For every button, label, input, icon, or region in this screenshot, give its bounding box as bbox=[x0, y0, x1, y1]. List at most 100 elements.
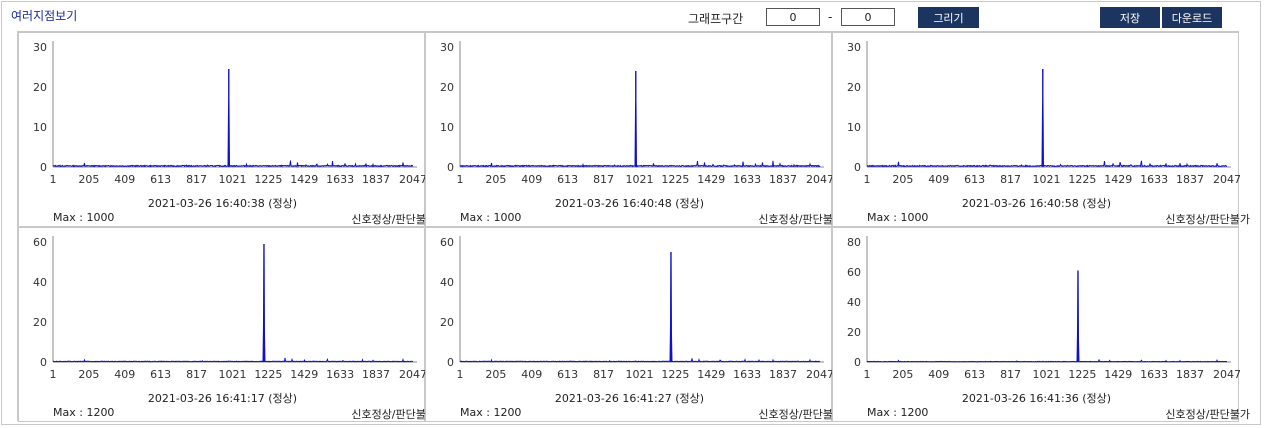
x-tick-label: 613 bbox=[150, 173, 171, 186]
x-tick-label: 1837 bbox=[769, 368, 797, 381]
range-separator: - bbox=[828, 10, 833, 24]
save-button[interactable]: 저장 bbox=[1100, 7, 1160, 28]
graph-range-label: 그래프구간 bbox=[688, 12, 744, 26]
x-tick-label: 2047 bbox=[399, 173, 426, 186]
y-tick-label: 20 bbox=[440, 81, 454, 94]
y-tick-label: 20 bbox=[33, 316, 47, 329]
x-tick-label: 2047 bbox=[399, 368, 426, 381]
y-tick-label: 30 bbox=[440, 41, 454, 54]
range-end-input[interactable] bbox=[841, 8, 895, 26]
x-tick-label: 1429 bbox=[1104, 368, 1132, 381]
x-tick-label: 1 bbox=[50, 173, 57, 186]
x-tick-label: 205 bbox=[892, 368, 913, 381]
y-tick-label: 0 bbox=[854, 161, 861, 174]
x-tick-label: 1837 bbox=[769, 173, 797, 186]
x-tick-label: 1225 bbox=[254, 173, 282, 186]
x-tick-label: 1633 bbox=[326, 173, 354, 186]
draw-button[interactable]: 그리기 bbox=[918, 7, 979, 28]
x-tick-label: 1429 bbox=[697, 368, 725, 381]
x-tick-label: 1225 bbox=[661, 368, 689, 381]
spectrum-chart: 0 10 20 30 1 205 409 613 817 1021 1225 1429 1633 1837… bbox=[33, 41, 426, 186]
x-tick-label: 613 bbox=[557, 173, 578, 186]
x-tick-label: 1021 bbox=[1032, 368, 1060, 381]
x-tick-label: 205 bbox=[892, 173, 913, 186]
spectrum-chart: 0 10 20 30 1 205 409 613 817 1021 1225 1429 1633 1837… bbox=[440, 41, 833, 186]
chart-status: 신호정상/판단불가 bbox=[758, 408, 843, 421]
x-tick-label: 1633 bbox=[326, 368, 354, 381]
y-tick-label: 20 bbox=[847, 326, 861, 339]
spectrum-line bbox=[52, 99, 414, 168]
x-tick-label: 1837 bbox=[362, 173, 390, 186]
x-tick-label: 1429 bbox=[290, 173, 318, 186]
x-tick-label: 1633 bbox=[1140, 368, 1168, 381]
x-tick-label: 1429 bbox=[697, 173, 725, 186]
y-tick-label: 10 bbox=[847, 121, 861, 134]
x-tick-label: 613 bbox=[964, 368, 985, 381]
y-tick-label: 40 bbox=[33, 276, 47, 289]
download-button[interactable]: 다운로드 bbox=[1162, 7, 1222, 28]
x-tick-label: 1 bbox=[864, 368, 871, 381]
spectrum-line bbox=[866, 99, 1228, 168]
chart-panel: 0 20 40 60 80 1 205 409 613 817 1021 1225 1429 1633 18… bbox=[832, 227, 1250, 422]
x-tick-label: 409 bbox=[521, 368, 542, 381]
x-tick-label: 1429 bbox=[290, 368, 318, 381]
y-tick-label: 20 bbox=[33, 81, 47, 94]
x-tick-label: 205 bbox=[485, 368, 506, 381]
chart-max-label: Max : 1000 bbox=[867, 211, 929, 224]
x-tick-label: 1429 bbox=[1104, 173, 1132, 186]
x-tick-label: 1021 bbox=[1032, 173, 1060, 186]
x-tick-label: 1021 bbox=[218, 368, 246, 381]
x-tick-label: 409 bbox=[521, 173, 542, 186]
chart-timestamp: 2021-03-26 16:41:36 (정상) bbox=[961, 392, 1112, 405]
x-tick-label: 1 bbox=[50, 368, 57, 381]
x-tick-label: 205 bbox=[78, 368, 99, 381]
x-tick-label: 409 bbox=[114, 368, 135, 381]
y-tick-label: 40 bbox=[440, 276, 454, 289]
y-tick-label: 20 bbox=[847, 81, 861, 94]
spectrum-line bbox=[866, 274, 1227, 363]
y-tick-label: 0 bbox=[854, 356, 861, 369]
y-tick-label: 10 bbox=[33, 121, 47, 134]
range-start-input[interactable] bbox=[766, 8, 820, 26]
x-tick-label: 2047 bbox=[806, 368, 833, 381]
chart-timestamp: 2021-03-26 16:40:58 (정상) bbox=[961, 197, 1112, 210]
y-tick-label: 10 bbox=[440, 121, 454, 134]
x-tick-label: 409 bbox=[928, 173, 949, 186]
x-tick-label: 1225 bbox=[1068, 368, 1096, 381]
x-tick-label: 1633 bbox=[1140, 173, 1168, 186]
x-tick-label: 1 bbox=[864, 173, 871, 186]
spectrum-chart: 0 10 20 30 1 205 409 613 817 1021 1225 1429 1633 1837… bbox=[847, 41, 1240, 186]
chart-panel: 0 20 40 60 1 205 409 613 817 1021 1225 1429 1633 1837… bbox=[18, 227, 436, 422]
chart-status: 신호정상/판단불가 bbox=[758, 213, 843, 226]
chart-panel: 0 20 40 60 1 205 409 613 817 1021 1225 1429 1633 1837… bbox=[425, 227, 843, 422]
x-tick-label: 205 bbox=[78, 173, 99, 186]
chart-timestamp: 2021-03-26 16:40:38 (정상) bbox=[147, 197, 298, 210]
chart-status: 신호정상/판단불가 bbox=[351, 408, 436, 421]
x-tick-label: 205 bbox=[485, 173, 506, 186]
x-tick-label: 2047 bbox=[806, 173, 833, 186]
y-tick-label: 40 bbox=[847, 296, 861, 309]
x-tick-label: 1225 bbox=[254, 368, 282, 381]
spectrum-chart: 0 20 40 60 1 205 409 613 817 1021 1225 1429 1633 1837… bbox=[440, 236, 833, 381]
chart-panel: 0 10 20 30 1 205 409 613 817 1021 1225 1429 1633 1837… bbox=[18, 32, 436, 227]
y-tick-label: 80 bbox=[847, 236, 861, 249]
x-tick-label: 409 bbox=[114, 173, 135, 186]
y-tick-label: 30 bbox=[847, 41, 861, 54]
x-tick-label: 817 bbox=[1000, 368, 1021, 381]
spectrum-line bbox=[459, 256, 821, 363]
y-tick-label: 60 bbox=[847, 266, 861, 279]
spectrum-line bbox=[459, 101, 821, 168]
chart-timestamp: 2021-03-26 16:41:17 (정상) bbox=[147, 392, 298, 405]
x-tick-label: 1837 bbox=[1176, 368, 1204, 381]
x-tick-label: 1837 bbox=[362, 368, 390, 381]
chart-panel: 0 10 20 30 1 205 409 613 817 1021 1225 1429 1633 1837… bbox=[425, 32, 843, 227]
x-tick-label: 1225 bbox=[1068, 173, 1096, 186]
chart-max-label: Max : 1200 bbox=[53, 406, 115, 419]
x-tick-label: 817 bbox=[593, 368, 614, 381]
chart-status: 신호정상/판단불가 bbox=[1165, 213, 1250, 226]
chart-max-label: Max : 1000 bbox=[460, 211, 522, 224]
x-tick-label: 1225 bbox=[661, 173, 689, 186]
x-tick-label: 613 bbox=[150, 368, 171, 381]
x-tick-label: 2047 bbox=[1213, 368, 1240, 381]
